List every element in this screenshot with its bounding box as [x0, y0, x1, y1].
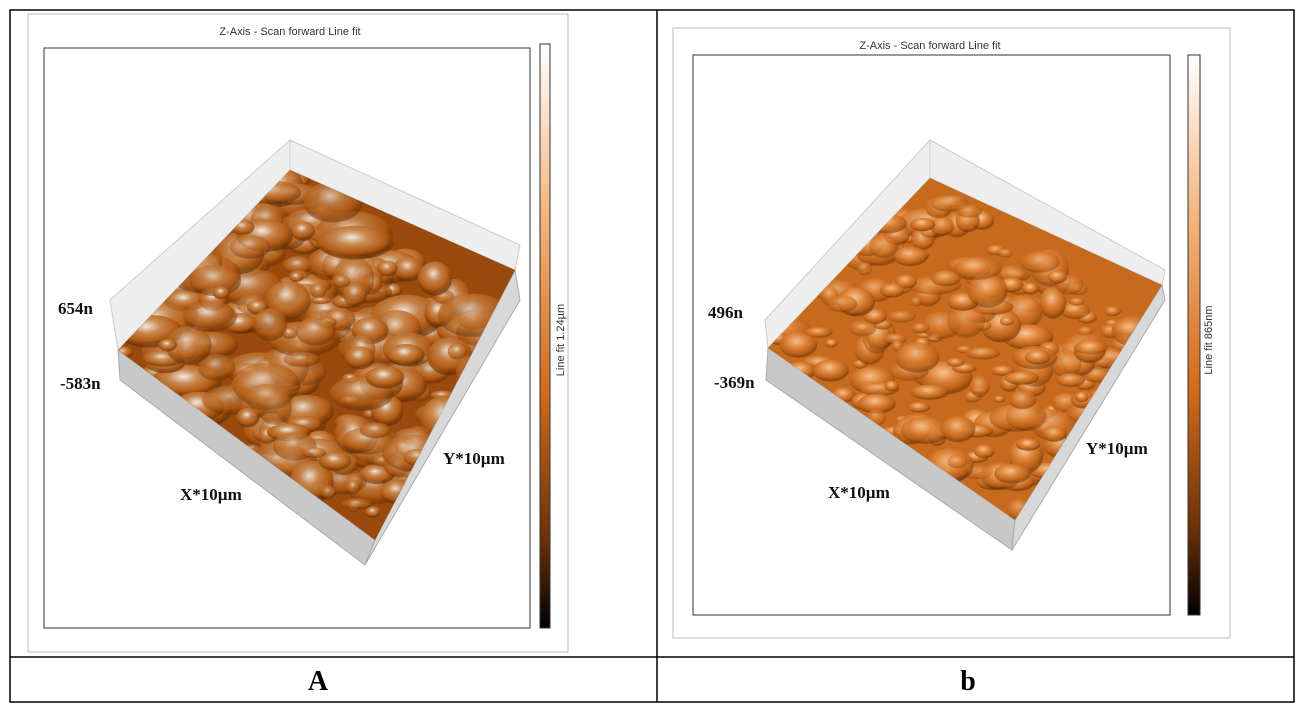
- surface-bump: [321, 485, 336, 500]
- surface-bump: [301, 447, 326, 458]
- surface-bump: [236, 408, 259, 427]
- surface-bump: [1025, 350, 1051, 365]
- surface-bump: [1004, 371, 1039, 384]
- panel-title: Z-Axis - Scan forward Line fit: [219, 26, 360, 38]
- surface-bump: [1009, 390, 1036, 409]
- z-min-label: -583n: [60, 374, 101, 393]
- panel-b: Z-Axis - Scan forward Line fit Line fit …: [673, 28, 1230, 638]
- surface-bump: [291, 222, 315, 241]
- surface-bump: [1000, 317, 1014, 326]
- surface-bump: [1016, 438, 1041, 450]
- surface-bump: [910, 385, 948, 400]
- surface-bump: [365, 506, 380, 517]
- surface-bump: [158, 339, 177, 352]
- surface-bump: [941, 416, 976, 442]
- surface-bump: [1057, 373, 1085, 387]
- surface-bump: [895, 342, 939, 373]
- surface-bump: [213, 286, 230, 299]
- surface-bump: [283, 352, 320, 367]
- surface-bump: [387, 344, 425, 366]
- surface-bump: [911, 296, 923, 306]
- surface-bump: [296, 318, 336, 346]
- surface-bump: [887, 311, 916, 323]
- colorbar-label: Line fit 865nm: [1203, 305, 1215, 374]
- colorbar: [540, 44, 550, 628]
- surface-bump: [947, 358, 965, 367]
- surface-bump: [997, 249, 1012, 258]
- surface-bump: [1048, 270, 1068, 283]
- surface-bump: [813, 360, 849, 382]
- surface-bump: [1069, 297, 1085, 305]
- panel-a: Z-Axis - Scan forward Line fit Line fit …: [28, 14, 568, 652]
- caption: A: [308, 666, 329, 697]
- surface-bump: [825, 339, 837, 348]
- surface-bump: [893, 247, 927, 267]
- surface-bump: [1022, 282, 1039, 294]
- y-axis-label: Y*10µm: [443, 449, 505, 468]
- surface-bump: [993, 396, 1005, 403]
- surface-bump: [857, 262, 872, 275]
- colorbar-label: Line fit 1.24µm: [555, 304, 567, 376]
- surface-bump: [912, 323, 930, 334]
- surface-bump: [360, 422, 392, 438]
- panel-title: Z-Axis - Scan forward Line fit: [859, 40, 1000, 52]
- surface-bump: [331, 275, 350, 288]
- surface-bump: [183, 301, 237, 332]
- z-max-label: 496n: [708, 303, 744, 322]
- surface-bump: [366, 366, 405, 388]
- surface-bump: [908, 402, 931, 412]
- z-min-label: -369n: [714, 373, 755, 392]
- surface-bump: [885, 381, 899, 392]
- surface-bump: [342, 498, 373, 509]
- surface-bump: [956, 204, 982, 218]
- z-max-label: 654n: [58, 299, 94, 318]
- surface-bump: [1074, 341, 1109, 355]
- x-axis-label: X*10µm: [180, 485, 242, 504]
- surface-bump: [317, 226, 394, 260]
- surface-bump: [880, 283, 905, 297]
- surface-bump: [289, 272, 303, 282]
- surface-bump: [243, 384, 293, 410]
- surface-bump: [1020, 251, 1060, 272]
- surface-bump: [965, 347, 1000, 359]
- x-axis-label: X*10µm: [828, 483, 890, 502]
- surface-bump: [969, 376, 989, 398]
- colorbar: [1188, 55, 1200, 615]
- surface-bump: [849, 321, 877, 337]
- surface-bump: [344, 346, 375, 369]
- surface-bump: [418, 262, 452, 296]
- surface-bump: [310, 297, 332, 304]
- surface-bump: [954, 256, 1002, 279]
- surface-bump: [994, 464, 1030, 484]
- surface-bump: [947, 455, 967, 469]
- surface-bump: [974, 444, 995, 458]
- caption: b: [960, 666, 976, 697]
- surface-bump: [827, 295, 858, 312]
- surface-bump: [229, 235, 270, 258]
- surface-bump: [779, 332, 817, 357]
- surface-bump: [346, 480, 361, 495]
- figure: Z-Axis - Scan forward Line fit Line fit …: [0, 0, 1296, 704]
- surface-bump: [448, 343, 468, 359]
- surface-bump: [910, 218, 935, 231]
- surface-bump: [869, 235, 898, 258]
- surface-bump: [310, 283, 326, 299]
- surface-bump: [1075, 392, 1089, 402]
- surface-bump: [1042, 426, 1066, 442]
- surface-bump: [1104, 306, 1121, 316]
- y-axis-label: Y*10µm: [1086, 439, 1148, 458]
- surface-bump: [253, 308, 287, 341]
